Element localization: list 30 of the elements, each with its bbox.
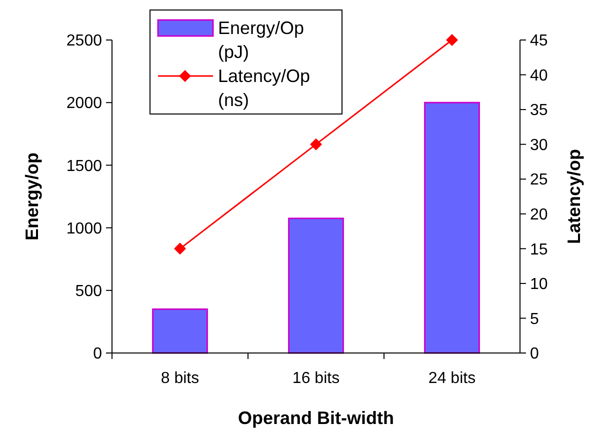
bar xyxy=(424,102,480,354)
point xyxy=(174,242,186,255)
y-axis-title: Energy/op xyxy=(22,152,42,241)
y2-tick-label: 5 xyxy=(530,310,539,328)
y-tick-label: 2000 xyxy=(66,95,102,112)
y2-tick-label: 30 xyxy=(530,136,548,154)
y2-tick-label: 35 xyxy=(530,102,548,120)
y-tick-label: 1000 xyxy=(66,220,102,238)
legend-label: Latency/Op (ns) xyxy=(218,66,310,110)
bar xyxy=(288,218,344,354)
y2-tick-label: 40 xyxy=(530,67,548,84)
x-tick-label: 24 bits xyxy=(428,370,476,387)
y2-tick-label: 15 xyxy=(530,241,548,258)
y2-tick-label: 10 xyxy=(530,276,548,294)
point xyxy=(310,138,322,150)
x-tick-label: 16 bits xyxy=(292,370,340,387)
point xyxy=(446,34,458,46)
legend-label: Energy/Op (pJ) xyxy=(218,18,304,62)
y2-tick-label: 0 xyxy=(530,346,539,363)
y-tick-label: 500 xyxy=(75,283,102,300)
x-tick-label: 8 bits xyxy=(160,370,200,387)
y-tick-label: 0 xyxy=(93,346,102,363)
y-tick-label: 2500 xyxy=(66,32,102,50)
bar xyxy=(152,308,208,354)
y-tick-label: 1500 xyxy=(66,158,102,175)
y2-tick-label: 20 xyxy=(530,206,548,224)
y2-tick-label: 25 xyxy=(530,172,548,189)
x-axis-title: Operand Bit-width xyxy=(238,408,394,428)
y2-tick-label: 45 xyxy=(530,32,548,50)
y2-axis-title: Latency/op xyxy=(564,148,584,244)
